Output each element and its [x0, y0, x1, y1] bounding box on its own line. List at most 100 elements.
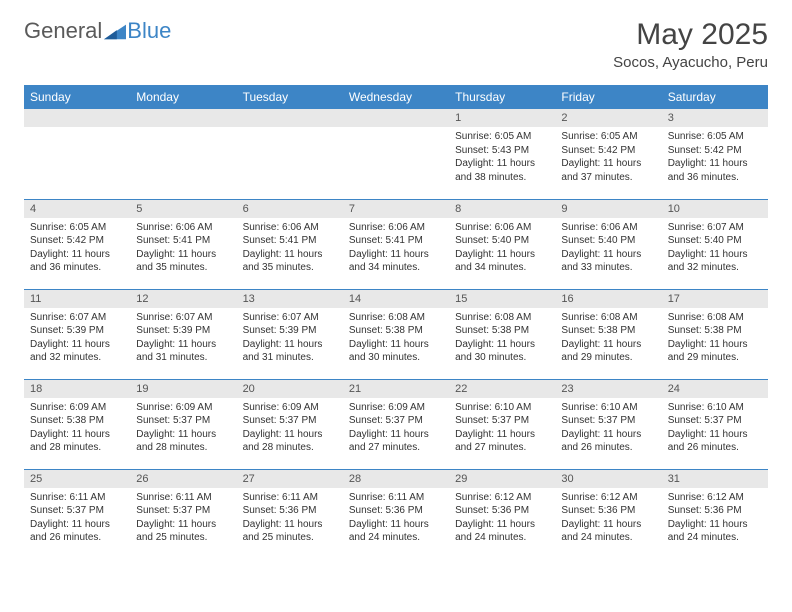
day-details: Sunrise: 6:06 AMSunset: 5:41 PMDaylight:…: [343, 218, 449, 278]
weekday-header: Sunday: [24, 85, 130, 109]
day-number: 25: [24, 470, 130, 488]
calendar-cell: 9Sunrise: 6:06 AMSunset: 5:40 PMDaylight…: [555, 199, 661, 289]
calendar-cell: 14Sunrise: 6:08 AMSunset: 5:38 PMDayligh…: [343, 289, 449, 379]
calendar-row: 1Sunrise: 6:05 AMSunset: 5:43 PMDaylight…: [24, 109, 768, 199]
day-details: Sunrise: 6:10 AMSunset: 5:37 PMDaylight:…: [449, 398, 555, 458]
day-number: 17: [662, 290, 768, 308]
day-number: 13: [237, 290, 343, 308]
weekday-header: Tuesday: [237, 85, 343, 109]
day-number: 23: [555, 380, 661, 398]
day-number: 11: [24, 290, 130, 308]
calendar-body: 1Sunrise: 6:05 AMSunset: 5:43 PMDaylight…: [24, 109, 768, 559]
day-number: 29: [449, 470, 555, 488]
day-number: 20: [237, 380, 343, 398]
day-details: Sunrise: 6:06 AMSunset: 5:40 PMDaylight:…: [555, 218, 661, 278]
day-number-empty: [237, 109, 343, 127]
calendar-cell: 26Sunrise: 6:11 AMSunset: 5:37 PMDayligh…: [130, 469, 236, 559]
day-number: 2: [555, 109, 661, 127]
day-details: Sunrise: 6:10 AMSunset: 5:37 PMDaylight:…: [662, 398, 768, 458]
day-number: 4: [24, 200, 130, 218]
calendar-row: 4Sunrise: 6:05 AMSunset: 5:42 PMDaylight…: [24, 199, 768, 289]
day-details: Sunrise: 6:06 AMSunset: 5:41 PMDaylight:…: [237, 218, 343, 278]
weekday-header: Saturday: [662, 85, 768, 109]
day-number: 16: [555, 290, 661, 308]
calendar-cell: [343, 109, 449, 199]
calendar-cell: 5Sunrise: 6:06 AMSunset: 5:41 PMDaylight…: [130, 199, 236, 289]
calendar-cell: 24Sunrise: 6:10 AMSunset: 5:37 PMDayligh…: [662, 379, 768, 469]
calendar-cell: 13Sunrise: 6:07 AMSunset: 5:39 PMDayligh…: [237, 289, 343, 379]
day-details: Sunrise: 6:07 AMSunset: 5:39 PMDaylight:…: [237, 308, 343, 368]
day-details: Sunrise: 6:11 AMSunset: 5:37 PMDaylight:…: [24, 488, 130, 548]
day-number: 31: [662, 470, 768, 488]
day-details: Sunrise: 6:10 AMSunset: 5:37 PMDaylight:…: [555, 398, 661, 458]
day-number: 30: [555, 470, 661, 488]
day-details: Sunrise: 6:06 AMSunset: 5:40 PMDaylight:…: [449, 218, 555, 278]
day-number: 26: [130, 470, 236, 488]
day-details: Sunrise: 6:07 AMSunset: 5:39 PMDaylight:…: [24, 308, 130, 368]
weekday-header: Monday: [130, 85, 236, 109]
weekday-header-row: SundayMondayTuesdayWednesdayThursdayFrid…: [24, 85, 768, 109]
day-number: 8: [449, 200, 555, 218]
day-number-empty: [24, 109, 130, 127]
calendar-cell: 27Sunrise: 6:11 AMSunset: 5:36 PMDayligh…: [237, 469, 343, 559]
day-number: 7: [343, 200, 449, 218]
day-details: Sunrise: 6:08 AMSunset: 5:38 PMDaylight:…: [555, 308, 661, 368]
calendar-cell: 19Sunrise: 6:09 AMSunset: 5:37 PMDayligh…: [130, 379, 236, 469]
day-number: 21: [343, 380, 449, 398]
calendar-cell: 6Sunrise: 6:06 AMSunset: 5:41 PMDaylight…: [237, 199, 343, 289]
calendar-cell: 18Sunrise: 6:09 AMSunset: 5:38 PMDayligh…: [24, 379, 130, 469]
day-details: Sunrise: 6:11 AMSunset: 5:37 PMDaylight:…: [130, 488, 236, 548]
calendar-cell: 12Sunrise: 6:07 AMSunset: 5:39 PMDayligh…: [130, 289, 236, 379]
calendar-cell: 30Sunrise: 6:12 AMSunset: 5:36 PMDayligh…: [555, 469, 661, 559]
day-number: 28: [343, 470, 449, 488]
calendar-cell: [130, 109, 236, 199]
day-number: 3: [662, 109, 768, 127]
page-header: General Blue May 2025 Socos, Ayacucho, P…: [24, 18, 768, 71]
day-details: Sunrise: 6:06 AMSunset: 5:41 PMDaylight:…: [130, 218, 236, 278]
day-number-empty: [130, 109, 236, 127]
day-details: Sunrise: 6:11 AMSunset: 5:36 PMDaylight:…: [237, 488, 343, 548]
day-details: Sunrise: 6:07 AMSunset: 5:39 PMDaylight:…: [130, 308, 236, 368]
calendar-row: 18Sunrise: 6:09 AMSunset: 5:38 PMDayligh…: [24, 379, 768, 469]
calendar-cell: 1Sunrise: 6:05 AMSunset: 5:43 PMDaylight…: [449, 109, 555, 199]
calendar-cell: 23Sunrise: 6:10 AMSunset: 5:37 PMDayligh…: [555, 379, 661, 469]
day-number: 1: [449, 109, 555, 127]
day-details: Sunrise: 6:05 AMSunset: 5:42 PMDaylight:…: [555, 127, 661, 187]
day-details: Sunrise: 6:08 AMSunset: 5:38 PMDaylight:…: [449, 308, 555, 368]
calendar-cell: 21Sunrise: 6:09 AMSunset: 5:37 PMDayligh…: [343, 379, 449, 469]
day-number: 19: [130, 380, 236, 398]
day-details: Sunrise: 6:09 AMSunset: 5:37 PMDaylight:…: [130, 398, 236, 458]
day-number: 12: [130, 290, 236, 308]
day-number: 27: [237, 470, 343, 488]
calendar-cell: 25Sunrise: 6:11 AMSunset: 5:37 PMDayligh…: [24, 469, 130, 559]
day-number: 5: [130, 200, 236, 218]
logo: General Blue: [24, 18, 171, 44]
day-details: Sunrise: 6:07 AMSunset: 5:40 PMDaylight:…: [662, 218, 768, 278]
calendar-cell: 28Sunrise: 6:11 AMSunset: 5:36 PMDayligh…: [343, 469, 449, 559]
calendar-row: 11Sunrise: 6:07 AMSunset: 5:39 PMDayligh…: [24, 289, 768, 379]
day-number: 18: [24, 380, 130, 398]
day-details: Sunrise: 6:09 AMSunset: 5:38 PMDaylight:…: [24, 398, 130, 458]
calendar-cell: 20Sunrise: 6:09 AMSunset: 5:37 PMDayligh…: [237, 379, 343, 469]
calendar-cell: 11Sunrise: 6:07 AMSunset: 5:39 PMDayligh…: [24, 289, 130, 379]
calendar-cell: 16Sunrise: 6:08 AMSunset: 5:38 PMDayligh…: [555, 289, 661, 379]
day-details: Sunrise: 6:08 AMSunset: 5:38 PMDaylight:…: [343, 308, 449, 368]
month-title: May 2025: [613, 18, 768, 52]
calendar-row: 25Sunrise: 6:11 AMSunset: 5:37 PMDayligh…: [24, 469, 768, 559]
logo-text-blue: Blue: [127, 18, 171, 44]
day-number: 6: [237, 200, 343, 218]
calendar-cell: 8Sunrise: 6:06 AMSunset: 5:40 PMDaylight…: [449, 199, 555, 289]
calendar-cell: 3Sunrise: 6:05 AMSunset: 5:42 PMDaylight…: [662, 109, 768, 199]
day-number: 22: [449, 380, 555, 398]
day-details: Sunrise: 6:08 AMSunset: 5:38 PMDaylight:…: [662, 308, 768, 368]
day-details: Sunrise: 6:09 AMSunset: 5:37 PMDaylight:…: [237, 398, 343, 458]
day-details: Sunrise: 6:09 AMSunset: 5:37 PMDaylight:…: [343, 398, 449, 458]
logo-text-general: General: [24, 18, 102, 44]
calendar-cell: 10Sunrise: 6:07 AMSunset: 5:40 PMDayligh…: [662, 199, 768, 289]
day-details: Sunrise: 6:05 AMSunset: 5:42 PMDaylight:…: [24, 218, 130, 278]
calendar-cell: 22Sunrise: 6:10 AMSunset: 5:37 PMDayligh…: [449, 379, 555, 469]
calendar-table: SundayMondayTuesdayWednesdayThursdayFrid…: [24, 85, 768, 559]
weekday-header: Friday: [555, 85, 661, 109]
day-details: Sunrise: 6:11 AMSunset: 5:36 PMDaylight:…: [343, 488, 449, 548]
location-label: Socos, Ayacucho, Peru: [613, 54, 768, 71]
